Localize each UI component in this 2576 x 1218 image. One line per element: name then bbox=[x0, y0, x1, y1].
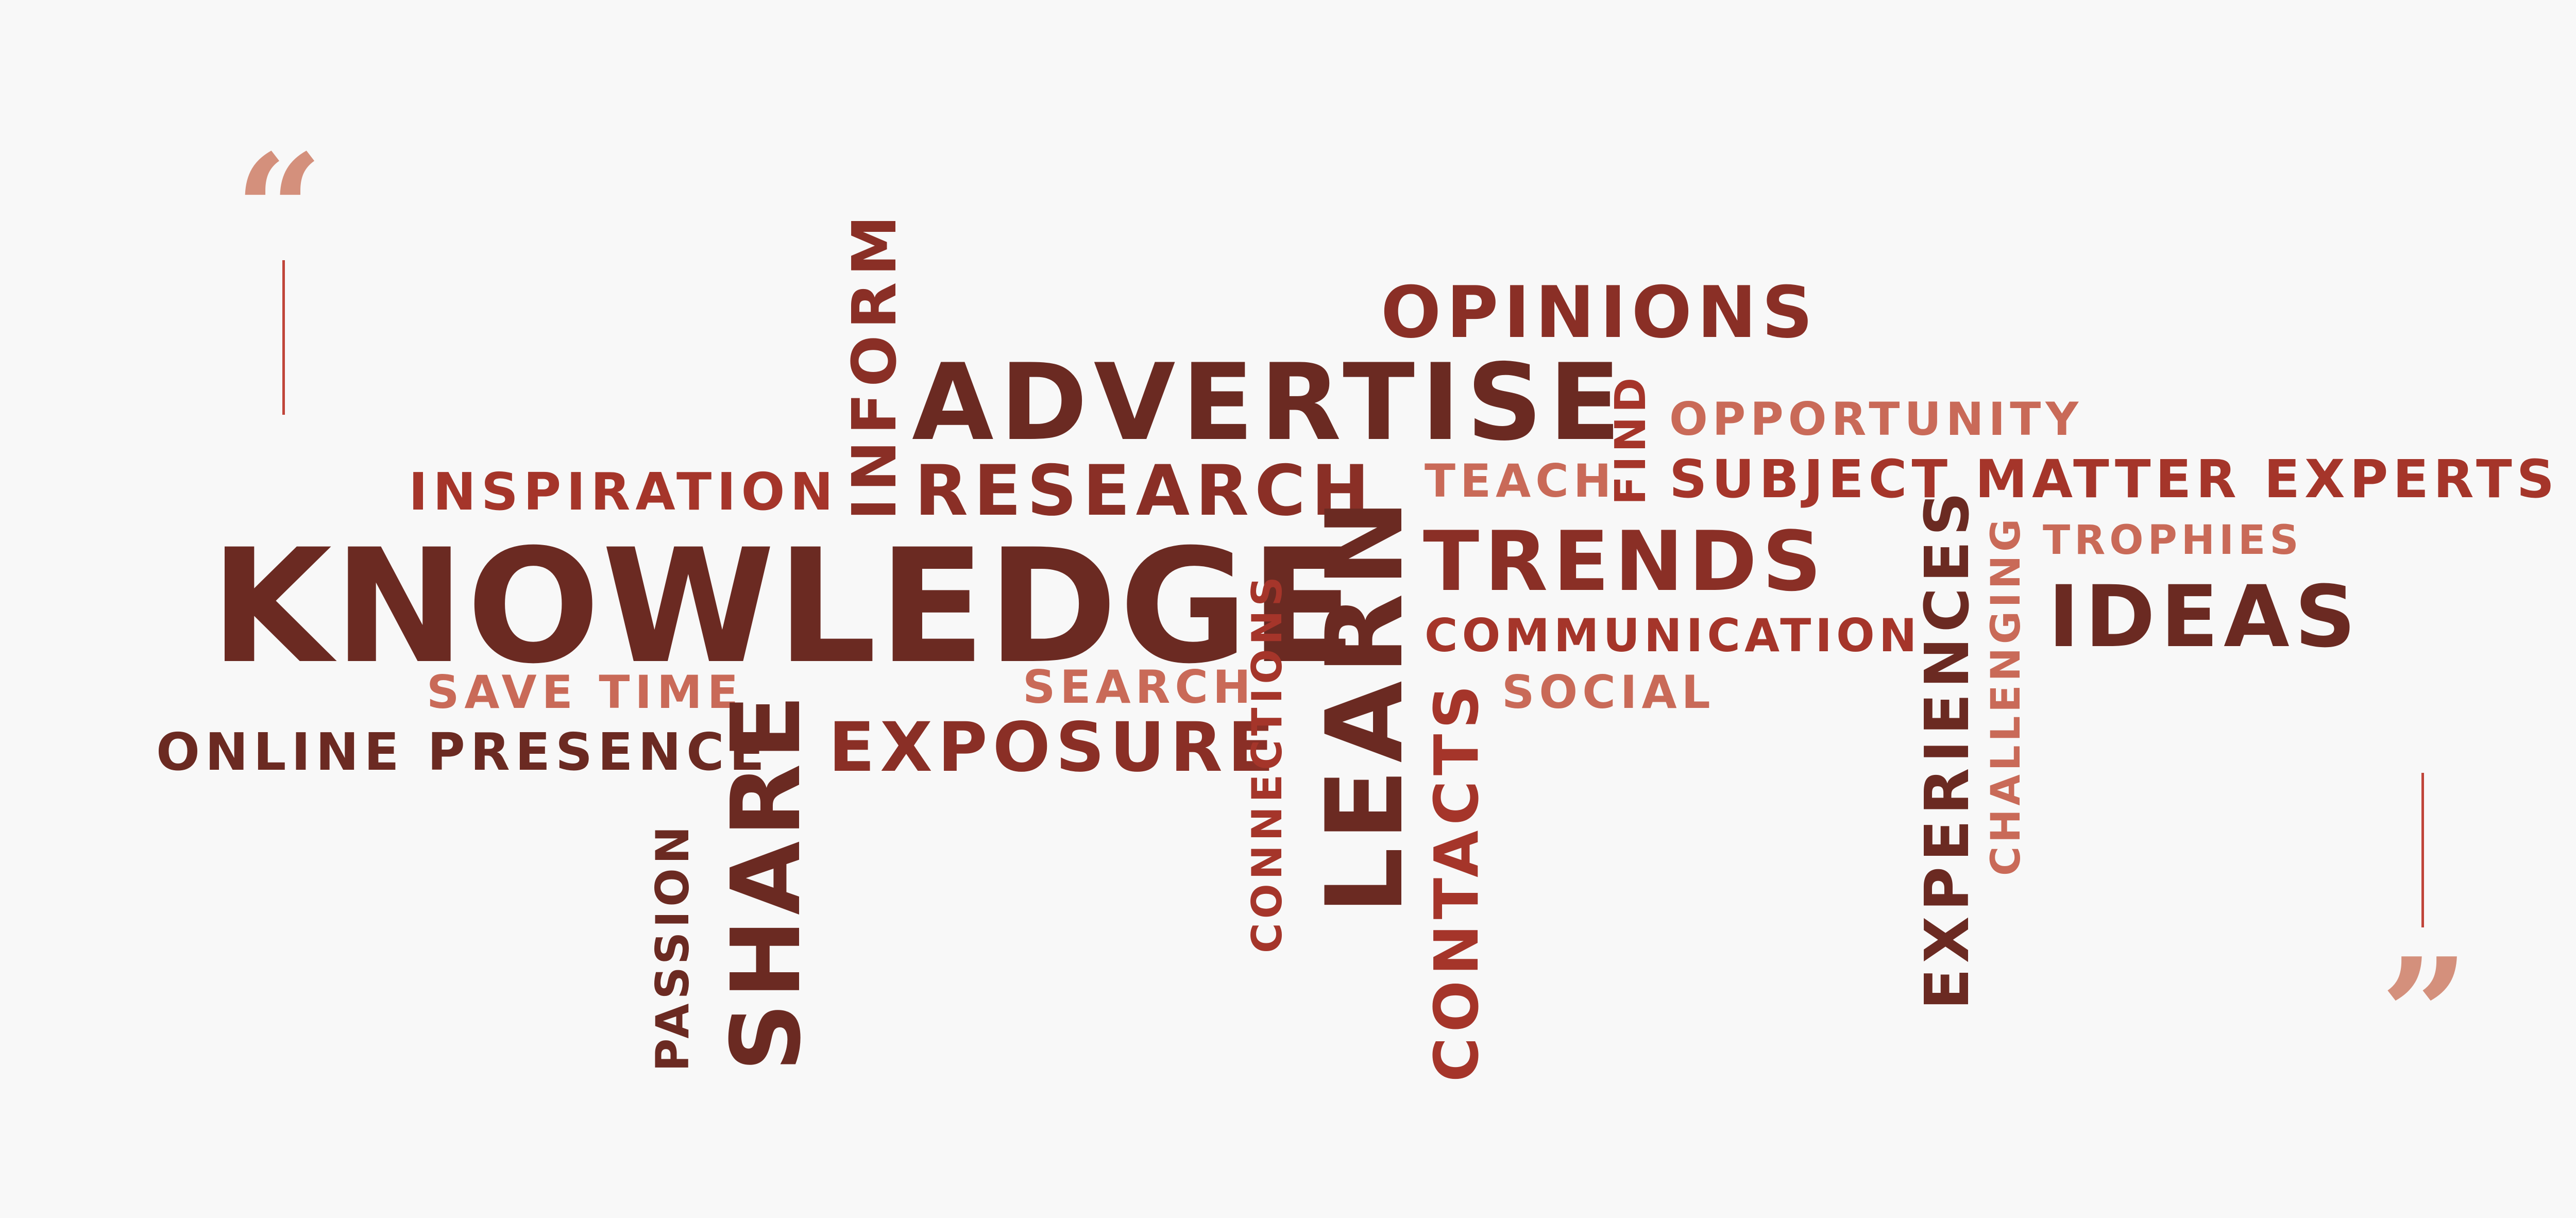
close-quote-mark: ” bbox=[2380, 924, 2469, 1106]
word-connections: CONNECTIONS bbox=[1243, 572, 1291, 953]
word-trophies: TROPHIES bbox=[2043, 517, 2303, 564]
right-accent-line bbox=[2421, 773, 2424, 927]
word-teach: TEACH bbox=[1425, 454, 1616, 508]
word-inform: INFORM bbox=[839, 209, 910, 520]
open-quote-mark: “ bbox=[234, 120, 324, 302]
word-contacts: CONTACTS bbox=[1421, 680, 1492, 1082]
word-find: FIND bbox=[1606, 373, 1655, 505]
word-opportunity: OPPORTUNITY bbox=[1669, 393, 2083, 446]
word-challenging: CHALLENGING bbox=[1983, 515, 2029, 876]
word-subject-matter-experts: SUBJECT MATTER EXPERTS bbox=[1669, 449, 2560, 510]
word-social: SOCIAL bbox=[1502, 666, 1715, 719]
word-opinions: OPINIONS bbox=[1381, 271, 1818, 354]
word-advertise: ADVERTISE bbox=[912, 342, 1627, 464]
word-experiences: EXPERIENCES bbox=[1911, 487, 1982, 1010]
word-communication: COMMUNICATION bbox=[1425, 609, 1921, 662]
word-ideas: IDEAS bbox=[2048, 567, 2361, 666]
word-save-time: SAVE TIME bbox=[427, 666, 743, 719]
word-exposure: EXPOSURE bbox=[828, 708, 1279, 787]
word-search: SEARCH bbox=[1023, 661, 1256, 714]
word-learn: LEARN bbox=[1304, 493, 1427, 915]
left-accent-line bbox=[282, 260, 285, 415]
word-knowledge: KNOWLEDGE bbox=[210, 515, 1359, 698]
word-research: RESEARCH bbox=[914, 450, 1376, 531]
word-online-presence: ONLINE PRESENCE bbox=[156, 722, 770, 782]
word-passion: PASSION bbox=[646, 822, 699, 1072]
word-share: SHARE bbox=[710, 690, 822, 1072]
word-inspiration: INSPIRATION bbox=[409, 462, 839, 522]
word-trends: TRENDS bbox=[1423, 513, 1827, 610]
